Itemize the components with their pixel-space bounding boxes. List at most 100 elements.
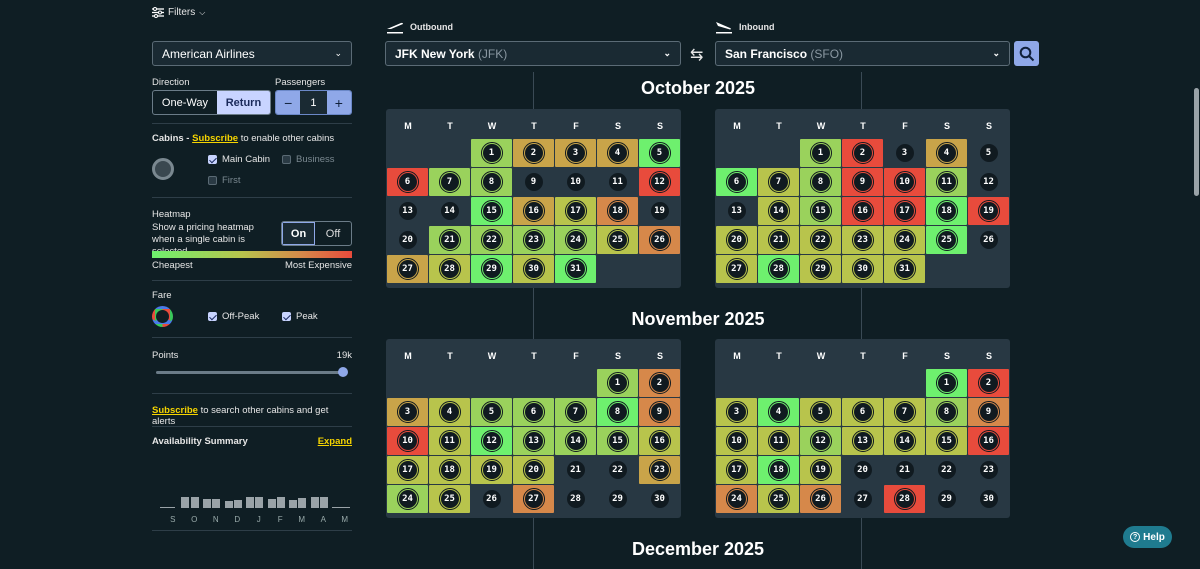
main-cabin-checkbox[interactable]: Main Cabin <box>208 154 270 165</box>
calendar-day[interactable]: 5 <box>471 398 512 426</box>
calendar-day[interactable]: 2 <box>513 139 554 167</box>
calendar-day[interactable]: 7 <box>884 398 925 426</box>
calendar-day[interactable]: 9 <box>842 168 883 196</box>
calendar-day[interactable]: 21 <box>429 226 470 254</box>
subscribe-link[interactable]: Subscribe <box>152 405 198 416</box>
calendar-day[interactable]: 13 <box>842 427 883 455</box>
points-slider-track[interactable] <box>156 371 343 374</box>
calendar-day[interactable]: 6 <box>513 398 554 426</box>
inbound-select[interactable]: San Francisco (SFO) ⌄ <box>715 41 1010 66</box>
calendar-day[interactable]: 25 <box>926 226 967 254</box>
calendar-day[interactable]: 18 <box>758 456 799 484</box>
outbound-select[interactable]: JFK New York (JFK) ⌄ <box>385 41 681 66</box>
calendar-day[interactable]: 28 <box>884 485 925 513</box>
increase-passengers-button[interactable]: + <box>326 91 351 114</box>
calendar-day[interactable]: 14 <box>758 197 799 225</box>
calendar-day[interactable]: 9 <box>968 398 1009 426</box>
calendar-day[interactable]: 1 <box>597 369 638 397</box>
calendar-day[interactable]: 4 <box>597 139 638 167</box>
business-checkbox[interactable]: Business <box>282 154 335 165</box>
calendar-day[interactable]: 31 <box>555 255 596 283</box>
calendar-day[interactable]: 8 <box>597 398 638 426</box>
calendar-day[interactable]: 12 <box>471 427 512 455</box>
calendar-day[interactable]: 30 <box>513 255 554 283</box>
search-button[interactable] <box>1014 41 1039 66</box>
calendar-day[interactable]: 7 <box>758 168 799 196</box>
calendar-day[interactable]: 15 <box>800 197 841 225</box>
calendar-day[interactable]: 28 <box>758 255 799 283</box>
decrease-passengers-button[interactable]: − <box>276 91 301 114</box>
calendar-day[interactable]: 15 <box>471 197 512 225</box>
calendar-day[interactable]: 11 <box>429 427 470 455</box>
calendar-day[interactable]: 2 <box>842 139 883 167</box>
calendar-day[interactable]: 7 <box>429 168 470 196</box>
calendar-day[interactable]: 25 <box>597 226 638 254</box>
calendar-day[interactable]: 6 <box>842 398 883 426</box>
calendar-day[interactable]: 11 <box>758 427 799 455</box>
calendar-day[interactable]: 14 <box>555 427 596 455</box>
peak-checkbox[interactable]: Peak <box>282 311 318 322</box>
return-button[interactable]: Return <box>216 91 270 114</box>
calendar-day[interactable]: 3 <box>716 398 757 426</box>
calendar-day[interactable]: 3 <box>387 398 428 426</box>
help-button[interactable]: ? Help <box>1123 526 1172 548</box>
calendar-day[interactable]: 26 <box>639 226 680 254</box>
calendar-day[interactable]: 6 <box>387 168 428 196</box>
subscribe-link[interactable]: Subscribe <box>192 133 239 144</box>
calendar-day[interactable]: 10 <box>884 168 925 196</box>
calendar-day[interactable]: 5 <box>800 398 841 426</box>
calendar-day[interactable]: 4 <box>758 398 799 426</box>
calendar-day[interactable]: 19 <box>800 456 841 484</box>
calendar-day[interactable]: 1 <box>471 139 512 167</box>
calendar-day[interactable]: 25 <box>758 485 799 513</box>
calendar-day[interactable]: 24 <box>884 226 925 254</box>
calendar-day[interactable]: 20 <box>716 226 757 254</box>
calendar-day[interactable]: 2 <box>639 369 680 397</box>
calendar-day[interactable]: 15 <box>597 427 638 455</box>
calendar-day[interactable]: 18 <box>926 197 967 225</box>
calendar-day[interactable]: 28 <box>429 255 470 283</box>
calendar-day[interactable]: 2 <box>968 369 1009 397</box>
calendar-day[interactable]: 17 <box>716 456 757 484</box>
calendar-day[interactable]: 24 <box>387 485 428 513</box>
calendar-day[interactable]: 27 <box>716 255 757 283</box>
calendar-day[interactable]: 23 <box>639 456 680 484</box>
calendar-day[interactable]: 27 <box>513 485 554 513</box>
heatmap-off-button[interactable]: Off <box>325 227 341 240</box>
calendar-day[interactable]: 7 <box>555 398 596 426</box>
calendar-day[interactable]: 29 <box>471 255 512 283</box>
calendar-day[interactable]: 20 <box>513 456 554 484</box>
calendar-day[interactable]: 26 <box>800 485 841 513</box>
filters-toggle[interactable]: Filters ⌵ <box>152 7 205 18</box>
scrollbar[interactable] <box>1192 0 1200 569</box>
calendar-day[interactable]: 10 <box>716 427 757 455</box>
calendar-day[interactable]: 12 <box>800 427 841 455</box>
first-checkbox[interactable]: First <box>208 175 240 186</box>
calendar-day[interactable]: 8 <box>800 168 841 196</box>
swap-icon[interactable]: ⇆ <box>690 47 704 64</box>
scrollbar-thumb[interactable] <box>1194 88 1199 196</box>
calendar-day[interactable]: 12 <box>639 168 680 196</box>
one-way-button[interactable]: One-Way <box>161 96 208 109</box>
calendar-day[interactable]: 4 <box>926 139 967 167</box>
points-slider-handle[interactable] <box>338 367 348 377</box>
calendar-day[interactable]: 17 <box>884 197 925 225</box>
calendar-day[interactable]: 8 <box>926 398 967 426</box>
calendar-day[interactable]: 22 <box>471 226 512 254</box>
calendar-day[interactable]: 10 <box>387 427 428 455</box>
calendar-day[interactable]: 24 <box>716 485 757 513</box>
calendar-day[interactable]: 16 <box>968 427 1009 455</box>
calendar-day[interactable]: 9 <box>639 398 680 426</box>
calendar-day[interactable]: 17 <box>387 456 428 484</box>
calendar-day[interactable]: 19 <box>968 197 1009 225</box>
calendar-day[interactable]: 11 <box>926 168 967 196</box>
calendar-day[interactable]: 17 <box>555 197 596 225</box>
calendar-day[interactable]: 16 <box>639 427 680 455</box>
calendar-day[interactable]: 31 <box>884 255 925 283</box>
calendar-day[interactable]: 14 <box>884 427 925 455</box>
calendar-day[interactable]: 30 <box>842 255 883 283</box>
calendar-day[interactable]: 16 <box>842 197 883 225</box>
calendar-day[interactable]: 21 <box>758 226 799 254</box>
calendar-day[interactable]: 3 <box>555 139 596 167</box>
calendar-day[interactable]: 8 <box>471 168 512 196</box>
